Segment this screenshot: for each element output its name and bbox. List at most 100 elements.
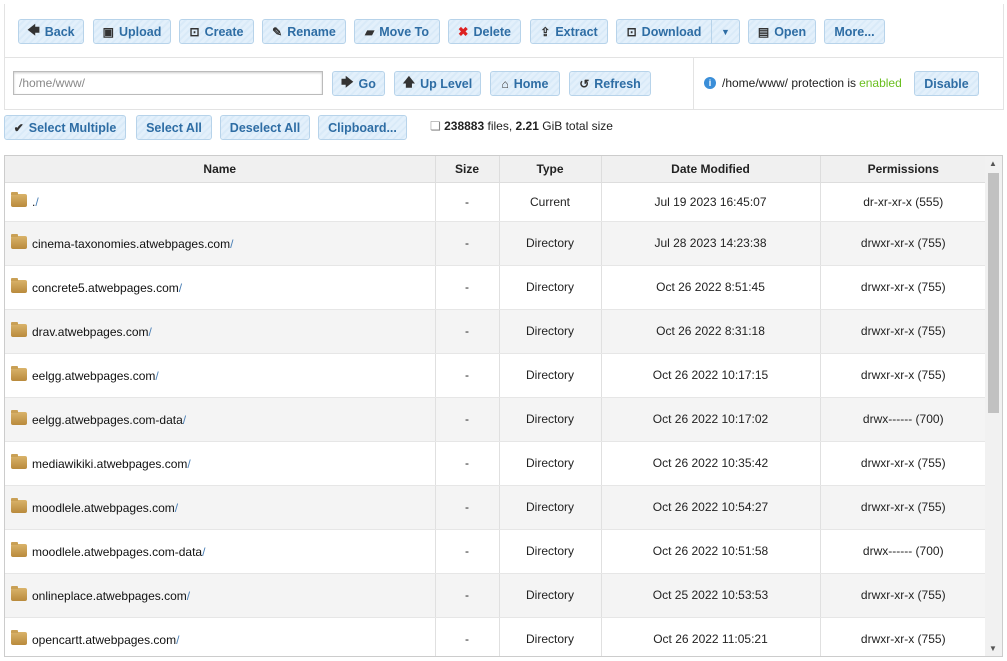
file-name[interactable]: cinema-taxonomies.atwebpages.com	[32, 236, 231, 251]
create-button[interactable]: ⊡ Create	[179, 19, 254, 44]
file-name[interactable]: moodlele.atwebpages.com	[32, 500, 175, 515]
cell-name[interactable]: concrete5.atwebpages.com/	[5, 265, 436, 310]
open-icon: ▤	[757, 24, 770, 39]
table-row[interactable]: onlineplace.atwebpages.com/ - Directory …	[5, 573, 987, 618]
home-button[interactable]: ⌂ Home	[490, 71, 560, 96]
scrollbar[interactable]: ▲ ▼	[985, 156, 1002, 656]
cell-date: Oct 26 2022 8:31:18	[601, 309, 821, 354]
rename-button[interactable]: ✎ Rename	[262, 19, 346, 44]
deselect-all-button[interactable]: Deselect All	[220, 115, 310, 140]
table-row[interactable]: eelgg.atwebpages.com-data/ - Directory O…	[5, 397, 987, 442]
column-header-date[interactable]: Date Modified	[601, 156, 821, 183]
select-multiple-button[interactable]: ✔ Select Multiple	[4, 115, 126, 140]
download-dropdown-button[interactable]: ▼	[711, 19, 740, 44]
file-name[interactable]: eelgg.atwebpages.com-data	[32, 412, 183, 427]
column-header-size[interactable]: Size	[435, 156, 500, 183]
refresh-icon: ↺	[579, 76, 590, 91]
delete-button[interactable]: ✖ Delete	[448, 19, 521, 44]
cell-type: Directory	[499, 441, 602, 486]
file-name[interactable]: .	[32, 195, 36, 209]
folder-icon	[11, 541, 27, 557]
table-row[interactable]: concrete5.atwebpages.com/ - Directory Oc…	[5, 265, 987, 310]
cell-type: Directory	[499, 353, 602, 398]
cell-size: -	[435, 573, 500, 618]
folder-icon	[11, 453, 27, 469]
scroll-down-icon[interactable]: ▼	[989, 644, 997, 653]
cell-name[interactable]: eelgg.atwebpages.com-data/	[5, 397, 436, 442]
upload-button[interactable]: ▣ Upload	[93, 19, 171, 44]
files-icon: ❏	[430, 119, 441, 133]
home-icon: ⌂	[501, 76, 509, 91]
disable-button[interactable]: Disable	[914, 71, 979, 96]
cell-date: Oct 26 2022 10:17:02	[601, 397, 821, 442]
cell-permissions[interactable]: drwxr-xr-x (755)	[820, 441, 987, 486]
table-row[interactable]: opencartt.atwebpages.com/ - Directory Oc…	[5, 617, 987, 656]
cell-name[interactable]: eelgg.atwebpages.com/	[5, 353, 436, 398]
file-name[interactable]: moodlele.atwebpages.com-data	[32, 544, 203, 559]
cell-name[interactable]: ./	[5, 182, 436, 222]
cell-name[interactable]: opencartt.atwebpages.com/	[5, 617, 436, 656]
table-row[interactable]: moodlele.atwebpages.com/ - Directory Oct…	[5, 485, 987, 530]
cell-permissions[interactable]: drwxr-xr-x (755)	[820, 265, 987, 310]
up-level-button[interactable]: 🡅 Up Level	[394, 71, 481, 96]
clipboard-button[interactable]: Clipboard...	[318, 115, 407, 140]
table-row[interactable]: moodlele.atwebpages.com-data/ - Director…	[5, 529, 987, 574]
cell-name[interactable]: moodlele.atwebpages.com-data/	[5, 529, 436, 574]
cell-permissions[interactable]: drwx------ (700)	[820, 529, 987, 574]
column-header-permissions[interactable]: Permissions	[820, 156, 987, 183]
cell-name[interactable]: onlineplace.atwebpages.com/	[5, 573, 436, 618]
create-icon: ⊡	[189, 24, 200, 39]
table-row[interactable]: ./ - Current Jul 19 2023 16:45:07 dr-xr-…	[5, 182, 987, 222]
extract-button[interactable]: ⇪ Extract	[530, 19, 608, 44]
file-name[interactable]: opencartt.atwebpages.com	[32, 632, 177, 647]
path-input[interactable]	[13, 71, 323, 95]
open-button[interactable]: ▤ Open	[748, 19, 816, 44]
cell-name[interactable]: drav.atwebpages.com/	[5, 309, 436, 354]
folder-icon	[11, 365, 27, 381]
cell-date: Jul 19 2023 16:45:07	[601, 182, 821, 222]
cell-permissions[interactable]: drwxr-xr-x (755)	[820, 485, 987, 530]
more-button[interactable]: More...	[824, 19, 885, 44]
cell-permissions[interactable]: drwxr-xr-x (755)	[820, 353, 987, 398]
cell-permissions[interactable]: drwxr-xr-x (755)	[820, 309, 987, 354]
cell-size: -	[435, 353, 500, 398]
cell-permissions[interactable]: drwxr-xr-x (755)	[820, 617, 987, 656]
table-row[interactable]: mediawikiki.atwebpages.com/ - Directory …	[5, 441, 987, 486]
cell-date: Oct 26 2022 10:51:58	[601, 529, 821, 574]
cell-permissions[interactable]: drwx------ (700)	[820, 397, 987, 442]
scroll-up-icon[interactable]: ▲	[989, 159, 997, 168]
cell-type: Directory	[499, 617, 602, 656]
folder-icon	[11, 277, 27, 293]
column-header-name[interactable]: Name	[5, 156, 436, 183]
select-all-button[interactable]: Select All	[136, 115, 212, 140]
cell-name[interactable]: moodlele.atwebpages.com/	[5, 485, 436, 530]
file-name[interactable]: concrete5.atwebpages.com	[32, 280, 179, 295]
move-to-button[interactable]: ▰ Move To	[354, 19, 440, 44]
cell-permissions[interactable]: drwxr-xr-x (755)	[820, 221, 987, 266]
table-row[interactable]: eelgg.atwebpages.com/ - Directory Oct 26…	[5, 353, 987, 398]
cell-name[interactable]: mediawikiki.atwebpages.com/	[5, 441, 436, 486]
file-name[interactable]: onlineplace.atwebpages.com	[32, 588, 187, 603]
back-button[interactable]: 🡄 Back	[18, 19, 84, 44]
cell-date: Oct 26 2022 10:17:15	[601, 353, 821, 398]
cell-name[interactable]: cinema-taxonomies.atwebpages.com/	[5, 221, 436, 266]
cell-type: Directory	[499, 573, 602, 618]
cell-type: Directory	[499, 221, 602, 266]
table-row[interactable]: cinema-taxonomies.atwebpages.com/ - Dire…	[5, 221, 987, 266]
cell-permissions[interactable]: drwxr-xr-x (755)	[820, 573, 987, 618]
download-button[interactable]: ⊡ Download	[616, 19, 712, 44]
pencil-icon: ✎	[272, 24, 283, 39]
file-name[interactable]: drav.atwebpages.com	[32, 324, 149, 339]
table-row[interactable]: drav.atwebpages.com/ - Directory Oct 26 …	[5, 309, 987, 354]
folder-icon	[11, 233, 27, 249]
refresh-button[interactable]: ↺ Refresh	[569, 71, 651, 96]
scrollbar-thumb[interactable]	[988, 173, 999, 413]
delete-icon: ✖	[457, 25, 469, 39]
cell-permissions[interactable]: dr-xr-xr-x (555)	[820, 182, 987, 222]
file-name[interactable]: eelgg.atwebpages.com	[32, 368, 156, 383]
folder-icon	[11, 409, 27, 425]
column-header-type[interactable]: Type	[499, 156, 602, 183]
cell-size: -	[435, 441, 500, 486]
file-name[interactable]: mediawikiki.atwebpages.com	[32, 456, 188, 471]
go-button[interactable]: 🡆 Go	[332, 71, 385, 96]
